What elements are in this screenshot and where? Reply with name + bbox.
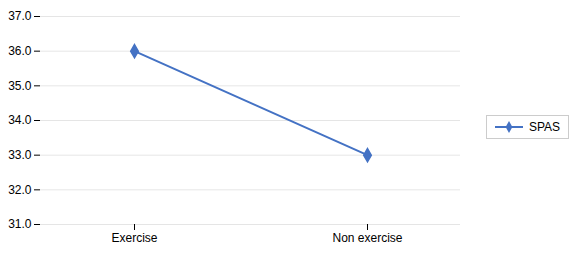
- svg-text:34.0: 34.0: [8, 113, 32, 127]
- svg-text:37.0: 37.0: [8, 9, 32, 23]
- svg-text:32.0: 32.0: [8, 183, 32, 197]
- svg-text:33.0: 33.0: [8, 148, 32, 162]
- html-text:SPAS: SPAS: [529, 120, 561, 134]
- svg-text:36.0: 36.0: [8, 44, 32, 58]
- svg-text:35.0: 35.0: [8, 79, 32, 93]
- svg-text:Non exercise: Non exercise: [332, 231, 402, 245]
- svg-text:31.0: 31.0: [8, 217, 32, 231]
- svg-text:Exercise: Exercise: [111, 231, 157, 245]
